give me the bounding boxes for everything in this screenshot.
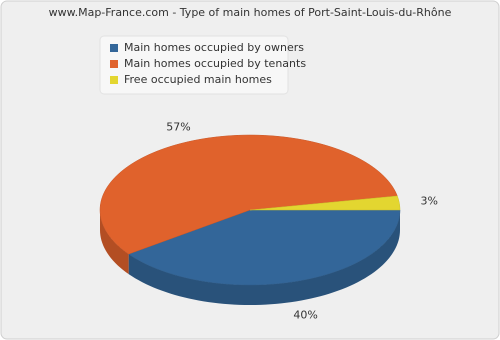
slice bbox=[249, 195, 401, 211]
legend-label: Main homes occupied by owners bbox=[124, 41, 304, 54]
slice bbox=[128, 209, 401, 286]
chart-title: www.Map-France.com - Type of main homes … bbox=[49, 6, 452, 19]
legend-swatch bbox=[110, 44, 118, 52]
slice bbox=[99, 134, 398, 255]
slice-side bbox=[128, 210, 400, 305]
data-label: 57% bbox=[166, 120, 190, 133]
legend bbox=[99, 35, 289, 95]
legend-label: Main homes occupied by tenants bbox=[124, 57, 306, 70]
legend-swatch bbox=[110, 76, 118, 84]
legend-swatch bbox=[110, 60, 118, 68]
data-label: 3% bbox=[420, 195, 437, 208]
legend-label: Free occupied main homes bbox=[124, 73, 272, 86]
data-label: 40% bbox=[293, 309, 317, 322]
